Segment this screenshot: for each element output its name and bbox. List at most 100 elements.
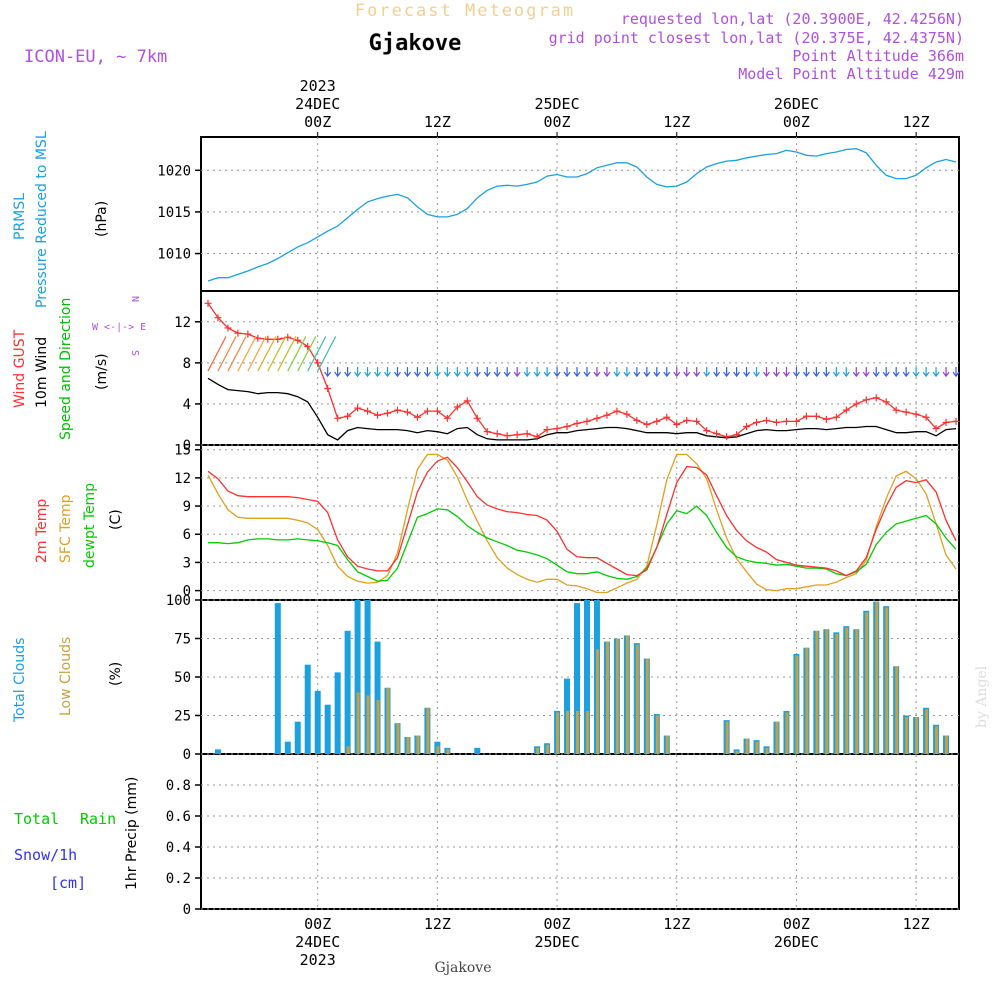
low-cloud-bar [376,700,380,754]
wind-direction-arrow [257,336,277,372]
wind-direction-arrow [673,367,681,378]
precip-panel-labels: Total Rain Snow/1h [cm] 1hr Precip (mm) [14,777,140,892]
wind-gust-label: Wind GUST [12,329,28,408]
total-cloud-bar [574,603,581,754]
gust-point [852,400,860,408]
wind-direction-arrow [533,367,541,378]
pressure-unit: (hPa) [94,201,110,237]
gust-point [713,430,721,438]
temp-dew-label: dewpt Temp [82,483,98,568]
low-cloud-bar [895,666,899,754]
gust-point [354,404,362,412]
wind-direction-arrow [453,367,461,378]
low-cloud-bar [795,655,799,754]
gust-point [753,418,761,426]
wind-direction-arrow [433,367,441,378]
gust-point [393,406,401,414]
low-cloud-bar [945,735,949,754]
gust-point [344,412,352,420]
wind-10m-label: 10m Wind [34,337,50,408]
gust-point [473,414,481,422]
total-clouds-label: Total Clouds [12,638,28,723]
total-cloud-bar [284,741,291,754]
low-cloud-bar [865,612,869,754]
low-cloud-bar [845,627,849,754]
prmsl-label: PRMSL [12,193,28,240]
wind-direction-arrow [822,367,830,378]
low-clouds-label: Low Clouds [58,637,74,716]
gust-point [733,431,741,439]
panel-frames [200,136,960,910]
wind-direction-arrow [763,367,770,378]
precip-unit: 1hr Precip (mm) [124,777,140,890]
y-tick-label: 0 [183,747,191,763]
wind-direction-arrow [563,367,571,378]
gust-point [872,394,880,402]
low-cloud-bar [915,717,919,754]
wind-direction-arrow [364,367,372,378]
y-tick-label: 100 [166,593,191,609]
total-cloud-bar [344,630,351,754]
requested-coords: requested lon,lat (20.3900E, 42.4256N) [621,10,964,28]
bottom-time-label: 00Z [783,915,810,933]
top-time-label: 26DEC [774,95,819,113]
y-tick-label: 1015 [157,205,191,221]
wind-direction-arrow [743,367,751,378]
gust-point [224,324,232,332]
gust-point [553,425,561,433]
total-cloud-bar [274,603,281,754]
low-cloud-bar [655,715,659,754]
low-cloud-bar [925,709,929,754]
gust-point [563,423,571,431]
gust-point [453,403,461,411]
low-cloud-bar [635,644,639,754]
gust-point [364,407,372,415]
wind-direction-arrow [892,367,900,378]
low-cloud-bar [825,629,829,754]
gust-point [912,410,920,418]
top-time-label: 12Z [663,113,690,131]
wind-direction-arrow [374,367,382,378]
wind-direction-arrow [443,367,451,378]
gust-point [214,314,222,322]
y-tick-label: 3 [183,555,191,571]
bottom-time-label: 12Z [424,915,451,933]
low-cloud-bar [855,629,859,754]
gust-point [503,432,511,440]
gust-point [423,407,431,415]
low-cloud-bar [885,607,889,754]
gust-point [603,411,611,419]
pressure-line [207,148,957,282]
top-time-label: 00Z [304,113,331,131]
low-cloud-bar [935,726,939,754]
low-cloud-bar [585,710,589,754]
wind-direction-arrow [267,336,287,372]
y-tick-label: 9 [183,499,191,515]
gust-point [463,397,471,405]
top-time-label: 00Z [544,113,571,131]
cloud-unit: (%) [108,662,124,686]
low-cloud-bar [566,710,570,754]
wind-direction-arrow [334,367,342,378]
y-tick-label: 0.6 [166,809,191,825]
bottom-time-label: 00Z [304,915,331,933]
wind-direction-arrow [713,367,721,378]
model-label: ICON-EU, ~ 7km [24,47,167,67]
gust-point [683,416,691,424]
low-cloud-bar [595,649,599,754]
wind-direction-arrow [503,367,511,378]
compass-we: W <-|-> E [92,322,146,333]
temp-2m-label: 2m Temp [34,499,50,563]
bottom-time-label: 24DEC [295,933,340,951]
temp-panel-labels: 2m Temp SFC Temp dewpt Temp (C) [34,483,124,568]
wind-direction-arrow [683,367,691,378]
top-time-label: 24DEC [295,95,340,113]
gust-point [244,330,252,338]
y-tick-label: 0.2 [166,871,191,887]
gust-point [633,416,641,424]
gust-point [384,409,392,417]
low-cloud-bar [416,735,420,754]
wind-direction-arrow [403,367,411,378]
gust-point [483,428,491,436]
